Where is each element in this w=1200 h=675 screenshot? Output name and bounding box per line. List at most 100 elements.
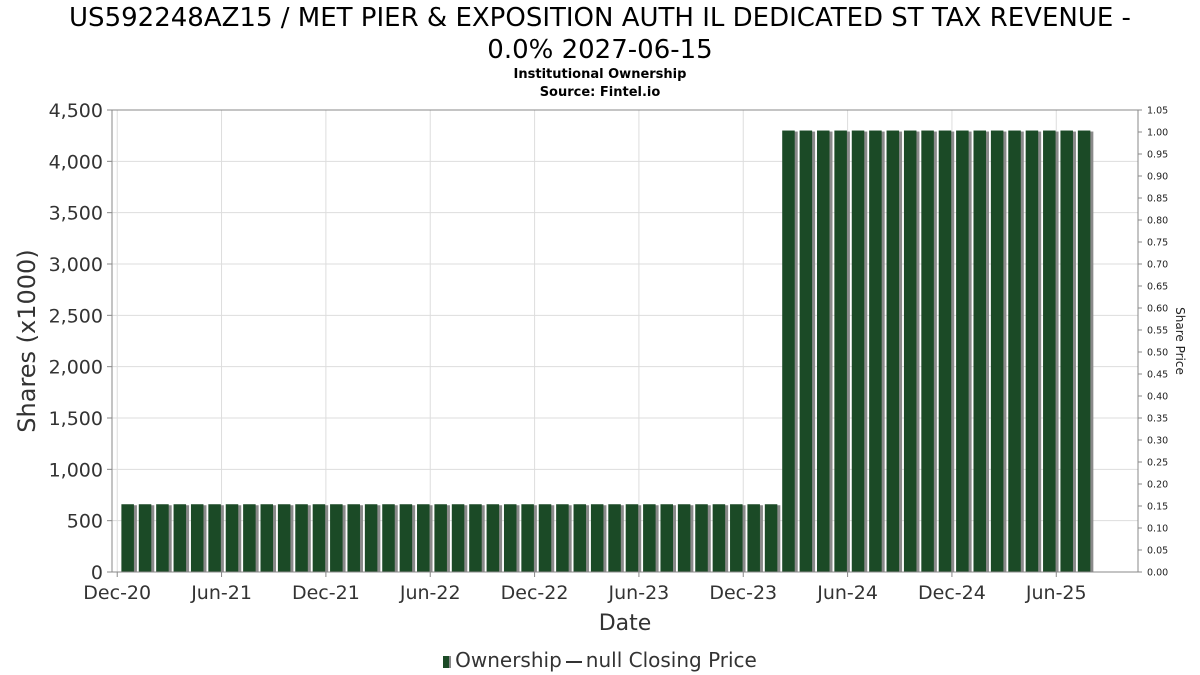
ownership-bar — [1043, 130, 1056, 573]
ownership-bar — [364, 504, 378, 572]
y2-tick-label: 0.60 — [1147, 304, 1168, 315]
ownership-bar — [1008, 130, 1021, 573]
chart-legend: Ownership null Closing Price — [0, 648, 1200, 672]
y2-tick-label: 0.00 — [1147, 568, 1168, 579]
ownership-bar — [277, 504, 291, 572]
y2-tick-label: 0.10 — [1147, 524, 1168, 535]
y2-tick-label: 0.85 — [1147, 194, 1168, 205]
ownership-bar — [347, 504, 360, 572]
ownership-bar — [677, 504, 691, 572]
ownership-bar — [816, 130, 830, 573]
y2-tick-label: 0.65 — [1147, 282, 1168, 293]
y2-tick-label: 0.15 — [1147, 502, 1168, 513]
ownership-bar — [660, 504, 673, 572]
x-tick-label: Jun-24 — [816, 582, 878, 604]
ownership-bar — [243, 504, 256, 572]
chart-title: US592248AZ15 / MET PIER & EXPOSITION AUT… — [0, 2, 1200, 66]
ownership-bar — [138, 504, 152, 572]
y2-tick-label: 0.50 — [1147, 348, 1168, 359]
ownership-bar — [156, 504, 169, 572]
ownership-bar — [730, 504, 743, 572]
ownership-bar — [990, 130, 1004, 573]
x-tick-label: Jun-25 — [1025, 582, 1087, 604]
ownership-bar — [1077, 130, 1091, 573]
x-tick-label: Dec-24 — [918, 582, 986, 604]
y2-tick-label: 1.00 — [1147, 128, 1168, 139]
y-axis-title: Shares (x1000) — [13, 249, 41, 432]
ownership-bar — [399, 504, 413, 572]
ownership-bar — [451, 504, 465, 572]
x-tick-label: Jun-21 — [190, 582, 252, 604]
ownership-bar — [573, 504, 587, 572]
ownership-bar — [1025, 130, 1039, 573]
x-tick-label: Dec-23 — [709, 582, 777, 604]
ownership-bar — [608, 504, 621, 572]
y2-tick-label: 0.80 — [1147, 216, 1168, 227]
ownership-bar — [538, 504, 552, 572]
y2-tick-label: 0.70 — [1147, 260, 1168, 271]
ownership-bar — [695, 504, 708, 572]
y2-tick-label: 0.35 — [1147, 414, 1168, 425]
y2-tick-label: 1.05 — [1147, 106, 1168, 117]
x-tick-label: Jun-22 — [399, 582, 461, 604]
ownership-bar — [556, 504, 569, 572]
y-tick-label: 500 — [67, 511, 103, 533]
x-tick-label: Dec-20 — [83, 582, 151, 604]
ownership-bar — [225, 504, 239, 572]
y-tick-label: 4,000 — [49, 151, 103, 173]
ownership-bar — [956, 130, 969, 573]
y2-tick-label: 0.05 — [1147, 546, 1168, 557]
ownership-bar — [921, 130, 934, 573]
ownership-legend-label: Ownership — [455, 648, 562, 672]
y-tick-label: 1,000 — [49, 459, 103, 481]
chart-title-line1: US592248AZ15 / MET PIER & EXPOSITION AUT… — [69, 3, 1131, 33]
y2-tick-label: 0.45 — [1147, 370, 1168, 381]
y-tick-label: 3,500 — [49, 203, 103, 225]
price-legend-line — [565, 660, 582, 663]
ownership-bar — [643, 504, 656, 572]
ownership-bar — [330, 504, 343, 572]
ownership-bar — [799, 130, 813, 573]
ownership-bar — [869, 130, 882, 573]
ownership-bar — [486, 504, 500, 572]
ownership-bar — [173, 504, 187, 572]
y2-axis-title: Share Price — [1173, 307, 1187, 375]
chart-title-line2: 0.0% 2027-06-15 — [487, 35, 713, 65]
ownership-legend-swatch — [443, 655, 452, 668]
y-tick-label: 2,000 — [49, 357, 103, 379]
ownership-bar — [625, 504, 639, 572]
y-tick-label: 4,500 — [49, 100, 103, 122]
ownership-bar — [260, 504, 274, 572]
x-axis-title: Date — [599, 611, 652, 636]
x-tick-label: Jun-23 — [608, 582, 670, 604]
y2-tick-label: 0.55 — [1147, 326, 1168, 337]
ownership-bar — [938, 130, 952, 573]
y2-tick-label: 0.25 — [1147, 458, 1168, 469]
y-tick-label: 3,000 — [49, 254, 103, 276]
ownership-bar — [590, 504, 604, 572]
y2-tick-label: 0.40 — [1147, 392, 1168, 403]
x-tick-label: Dec-21 — [292, 582, 360, 604]
ownership-bar — [295, 504, 308, 572]
y-tick-label: 1,500 — [49, 408, 103, 430]
chart-source: Source: Fintel.io — [539, 85, 661, 100]
y-tick-label: 2,500 — [49, 305, 103, 327]
chart-subtitle: Institutional Ownership — [513, 67, 687, 82]
ownership-bar — [747, 504, 760, 572]
ownership-bar — [834, 130, 847, 573]
x-tick-label: Dec-22 — [501, 582, 569, 604]
ownership-bar — [764, 504, 778, 572]
ownership-bar — [434, 504, 447, 572]
ownership-bar — [521, 504, 534, 572]
ownership-bar — [312, 504, 326, 572]
price-legend-label: null Closing Price — [585, 648, 757, 672]
ownership-bar — [886, 130, 900, 573]
ownership-bar — [1060, 130, 1073, 573]
y-tick-label: 0 — [91, 562, 103, 584]
y2-tick-label: 0.20 — [1147, 480, 1168, 491]
plot-area — [111, 109, 1139, 573]
ownership-bar — [469, 504, 482, 572]
ownership-bar — [712, 504, 726, 572]
ownership-bar — [503, 504, 517, 572]
